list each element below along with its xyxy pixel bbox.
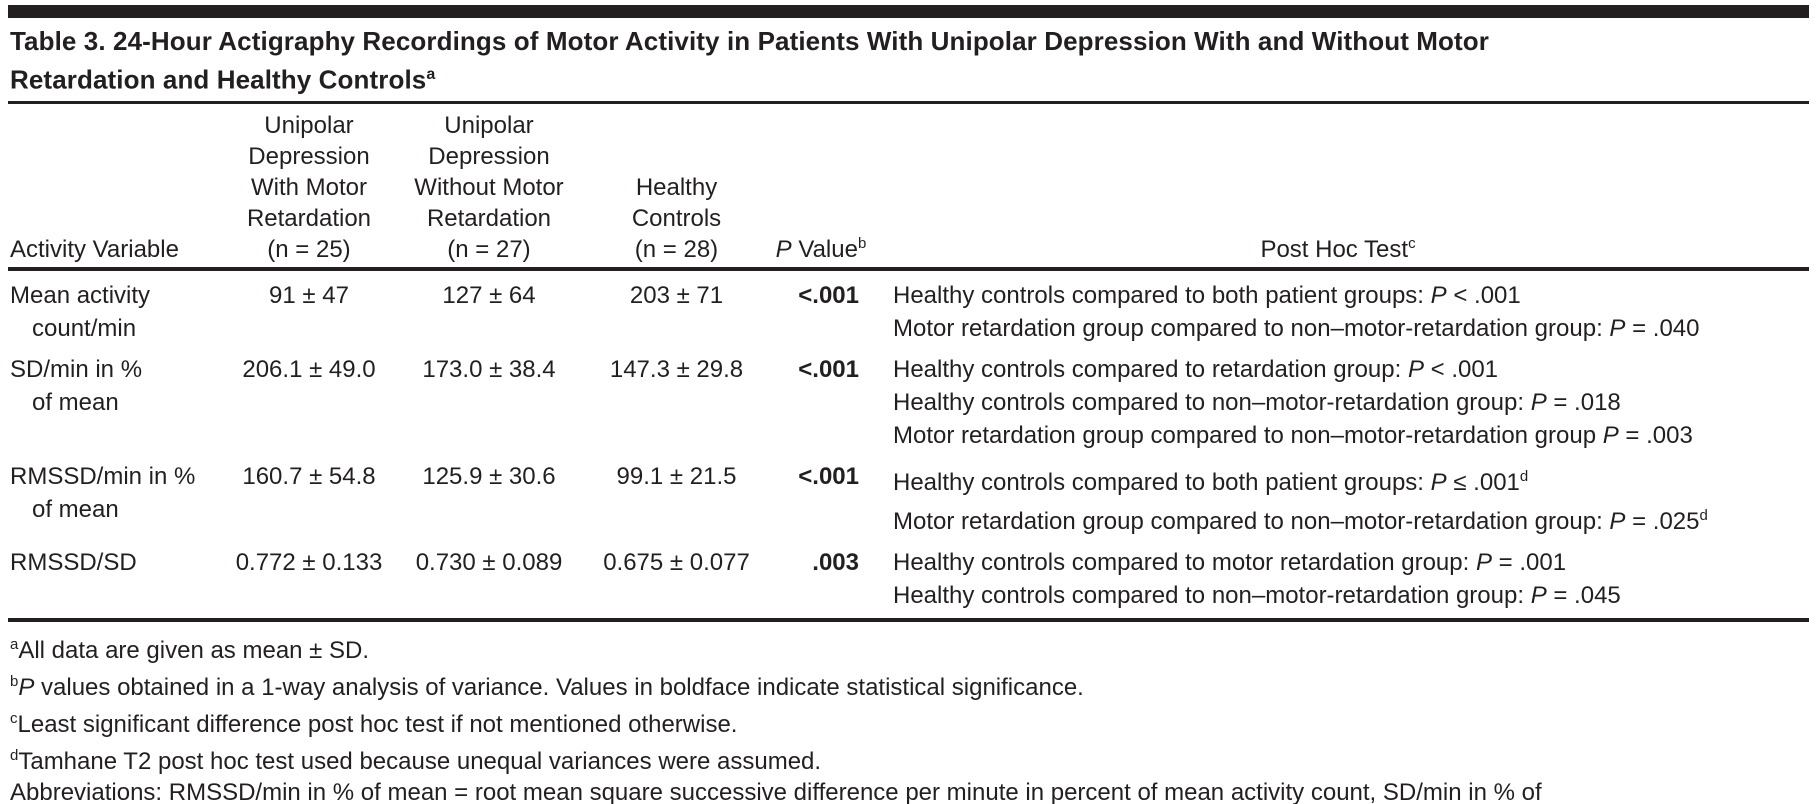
value-group2: 125.9 ± 30.6 — [422, 462, 556, 490]
table-body: Mean activity count/min 91 ± 47 127 ± 64… — [8, 271, 1809, 612]
header-group-with-retardation: Unipolar Depression With Motor Retardati… — [246, 111, 372, 263]
table-row-mean-activity: Mean activity count/min 91 ± 47 127 ± 64… — [8, 271, 1809, 345]
footnote-marker-d: d — [1699, 506, 1708, 524]
post-hoc-line: Motor retardation group compared to non–… — [893, 421, 1693, 449]
table-row-rmssd-min: RMSSD/min in % of mean 160.7 ± 54.8 125.… — [8, 452, 1809, 538]
value-group1: 91 ± 47 — [269, 281, 349, 309]
footnote-b: bP values obtained in a 1-way analysis o… — [10, 672, 1084, 701]
post-hoc-cell: Healthy controls compared to retardation… — [867, 353, 1809, 452]
value-group2: 0.730 ± 0.089 — [415, 548, 563, 576]
value-group1: 0.772 ± 0.133 — [235, 548, 383, 576]
post-hoc-cell: Healthy controls compared to motor retar… — [867, 546, 1809, 612]
post-hoc-line: Motor retardation group compared to non–… — [893, 506, 1708, 535]
value-p: <.001 — [798, 281, 859, 309]
footnotes: aAll data are given as mean ± SD. bP val… — [8, 629, 1809, 804]
top-rule-bar — [8, 5, 1809, 18]
post-hoc-cell: Healthy controls compared to both patien… — [867, 279, 1809, 345]
table-row-sd-min: SD/min in % of mean 206.1 ± 49.0 173.0 ±… — [8, 345, 1809, 452]
value-p: .003 — [812, 548, 859, 576]
rule-below-body — [8, 617, 1809, 622]
post-hoc-line: Healthy controls compared to retardation… — [893, 355, 1499, 383]
post-hoc-cell: Healthy controls compared to both patien… — [867, 460, 1809, 538]
row-variable: RMSSD/SD — [10, 548, 137, 576]
header-group-without-retardation: Unipolar Depression Without Motor Retard… — [414, 111, 564, 263]
group3-n: (n = 28) — [634, 235, 719, 263]
post-hoc-line: Healthy controls compared to both patien… — [893, 281, 1521, 309]
table-header-row: Activity Variable Unipolar Depression Wi… — [8, 104, 1809, 267]
value-group3: 203 ± 71 — [629, 281, 724, 309]
footnote-marker-a: a — [426, 66, 436, 83]
row-variable: SD/min in % of mean — [10, 355, 143, 416]
table-title-line2: Retardation and Healthy Controls — [10, 64, 427, 95]
post-hoc-line: Motor retardation group compared to non–… — [893, 314, 1700, 342]
header-p-value: P Valueb — [775, 234, 867, 263]
post-hoc-line: Healthy controls compared to non–motor-r… — [893, 388, 1621, 416]
table-title: Table 3. 24-Hour Actigraphy Recordings o… — [10, 25, 1809, 97]
value-group1: 206.1 ± 49.0 — [242, 355, 376, 383]
group1-n: (n = 25) — [267, 235, 351, 263]
table-title-line1: Table 3. 24-Hour Actigraphy Recordings o… — [10, 26, 1489, 56]
abbreviations-line1: Abbreviations: RMSSD/min in % of mean = … — [10, 778, 1542, 804]
header-activity-variable: Activity Variable — [10, 235, 179, 263]
rule-below-header — [8, 266, 1809, 271]
header-healthy-controls: Healthy Controls (n = 28) — [631, 173, 722, 263]
group2-n: (n = 27) — [447, 235, 531, 263]
value-p: <.001 — [798, 462, 859, 490]
value-group3: 99.1 ± 21.5 — [616, 462, 737, 490]
header-post-hoc-test: Post Hoc Testc — [1260, 234, 1416, 263]
value-group3: 147.3 ± 29.8 — [609, 355, 744, 383]
footnote-marker-d: d — [1519, 467, 1529, 485]
footnote-a: aAll data are given as mean ± SD. — [10, 635, 370, 664]
footnote-c: cLeast significant difference post hoc t… — [10, 709, 738, 738]
value-group3: 0.675 ± 0.077 — [603, 548, 750, 576]
footnote-marker-b: b — [857, 234, 867, 252]
value-p: <.001 — [798, 355, 859, 383]
value-group2: 127 ± 64 — [442, 281, 536, 309]
footnote-d: dTamhane T2 post hoc test used because u… — [10, 746, 822, 775]
value-group1: 160.7 ± 54.8 — [242, 462, 376, 490]
post-hoc-line: Healthy controls compared to non–motor-r… — [893, 581, 1621, 609]
post-hoc-line: Healthy controls compared to motor retar… — [893, 548, 1567, 576]
table-row-rmssd-sd: RMSSD/SD 0.772 ± 0.133 0.730 ± 0.089 0.6… — [8, 538, 1809, 612]
row-variable: RMSSD/min in % of mean — [10, 462, 196, 523]
footnote-marker-c: c — [1408, 234, 1416, 252]
value-group2: 173.0 ± 38.4 — [422, 355, 556, 383]
row-variable: Mean activity count/min — [10, 281, 151, 342]
rule-below-title — [8, 100, 1809, 104]
post-hoc-line: Healthy controls compared to both patien… — [893, 467, 1529, 496]
